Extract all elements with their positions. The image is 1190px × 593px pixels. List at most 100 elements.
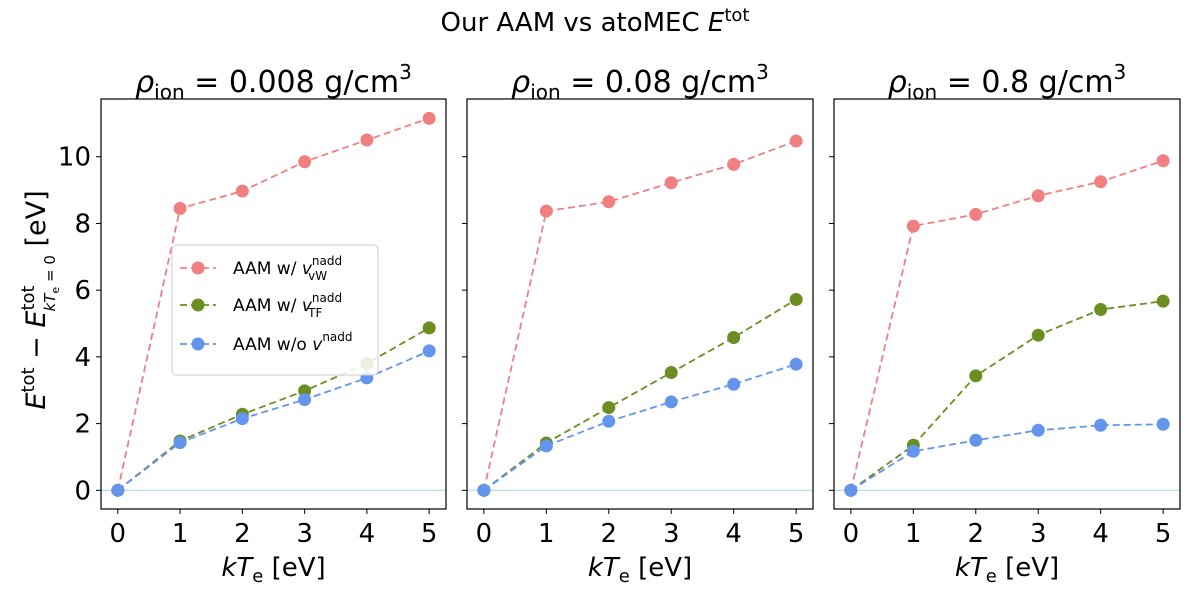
y-tick-label: 8 bbox=[74, 209, 91, 239]
panel-title: ρion = 0.8 g/cm3 bbox=[888, 60, 1127, 104]
series-line-vW bbox=[850, 159, 1164, 491]
legend-marker bbox=[191, 261, 205, 275]
y-tick-label: 6 bbox=[74, 276, 91, 306]
x-tick-label: 1 bbox=[172, 519, 189, 549]
data-point-none bbox=[789, 357, 803, 371]
data-point-vW bbox=[360, 133, 374, 147]
axes-frame bbox=[833, 98, 1181, 510]
data-point-vW bbox=[539, 204, 553, 218]
x-axis-label: kTe [eV] bbox=[221, 553, 325, 587]
data-point-TF bbox=[789, 292, 803, 306]
y-tick-label: 2 bbox=[74, 410, 91, 440]
x-tick-label: 0 bbox=[843, 519, 860, 549]
series-line-vW bbox=[483, 140, 797, 491]
x-tick-label: 5 bbox=[421, 519, 438, 549]
data-point-none bbox=[1031, 423, 1045, 437]
legend-marker bbox=[191, 298, 205, 312]
legend-entry-none: AAM w/o vnadd bbox=[180, 330, 353, 355]
panel-title: ρion = 0.08 g/cm3 bbox=[511, 60, 769, 104]
x-tick-label: 4 bbox=[359, 519, 376, 549]
series-line-TF bbox=[117, 327, 430, 492]
legend-label: AAM w/ vnadd vW bbox=[233, 254, 342, 283]
data-point-none bbox=[727, 377, 741, 391]
data-point-vW bbox=[727, 157, 741, 171]
data-point-none bbox=[539, 439, 553, 453]
x-tick-label: 0 bbox=[110, 519, 127, 549]
x-tick-label: 3 bbox=[296, 519, 313, 549]
x-tick-label: 5 bbox=[788, 519, 805, 549]
panel-rho-0.08: ρion = 0.08 g/cm3 kTe [eV] 0 1 2 3 4 5 bbox=[462, 60, 814, 587]
figure-title: Our AAM vs atoMEC Etot bbox=[441, 5, 750, 38]
x-tick-label: 1 bbox=[905, 519, 922, 549]
y-axis-label: Etot − Etot kTe = 0 [eV] bbox=[18, 190, 62, 409]
data-point-vW bbox=[664, 176, 678, 190]
series-line-none bbox=[483, 363, 797, 492]
data-point-vW bbox=[1156, 154, 1170, 168]
legend-entry-tf: AAM w/ vnadd TF bbox=[180, 291, 342, 320]
data-point-none bbox=[844, 483, 858, 497]
data-point-none bbox=[235, 412, 249, 426]
x-tick-label: 2 bbox=[600, 519, 617, 549]
data-point-TF bbox=[1156, 294, 1170, 308]
x-tick-label: 1 bbox=[538, 519, 555, 549]
y-tick-label: 10 bbox=[58, 143, 91, 173]
series-line-none bbox=[850, 423, 1164, 492]
data-point-vW bbox=[969, 207, 983, 221]
data-point-TF bbox=[969, 369, 983, 383]
data-point-vW bbox=[298, 155, 312, 169]
data-point-none bbox=[111, 483, 125, 497]
legend-frame bbox=[171, 244, 379, 376]
data-point-none bbox=[906, 444, 920, 458]
plot-area bbox=[834, 99, 1180, 509]
data-point-vW bbox=[602, 195, 616, 209]
data-point-TF bbox=[602, 401, 616, 415]
y-tick-label: 0 bbox=[74, 476, 91, 506]
data-point-TF bbox=[727, 331, 741, 345]
x-tick-label: 0 bbox=[476, 519, 493, 549]
data-point-vW bbox=[422, 111, 436, 125]
x-tick-label: 4 bbox=[1092, 519, 1109, 549]
data-point-TF bbox=[1031, 328, 1045, 342]
series-line-TF bbox=[850, 300, 1164, 492]
data-point-none bbox=[1094, 418, 1108, 432]
data-point-vW bbox=[789, 134, 803, 148]
x-tick-label: 2 bbox=[234, 519, 251, 549]
data-point-vW bbox=[173, 201, 187, 215]
data-point-none bbox=[298, 393, 312, 407]
x-tick-label: 3 bbox=[663, 519, 680, 549]
legend-label: AAM w/ vnadd TF bbox=[233, 291, 342, 320]
x-tick-label: 3 bbox=[1030, 519, 1047, 549]
data-point-TF bbox=[664, 366, 678, 380]
data-point-TF bbox=[422, 321, 436, 335]
panel-title: ρion = 0.008 g/cm3 bbox=[135, 60, 412, 104]
legend-entry-vw: AAM w/ vnadd vW bbox=[180, 254, 342, 283]
x-tick-label: 2 bbox=[967, 519, 984, 549]
y-tick-label: 4 bbox=[74, 343, 91, 373]
x-tick-label: 4 bbox=[725, 519, 742, 549]
panel-rho-0.8: ρion = 0.8 g/cm3 kTe [eV] 0 1 2 3 4 5 bbox=[829, 60, 1181, 587]
plot-area bbox=[467, 99, 813, 509]
data-point-vW bbox=[906, 219, 920, 233]
data-point-none bbox=[477, 483, 491, 497]
data-point-vW bbox=[1031, 189, 1045, 203]
data-point-none bbox=[664, 395, 678, 409]
data-point-none bbox=[1156, 417, 1170, 431]
axes-frame bbox=[100, 98, 447, 510]
data-point-TF bbox=[1094, 303, 1108, 317]
legend-marker bbox=[191, 337, 205, 351]
data-point-vW bbox=[1094, 175, 1108, 189]
legend: AAM w/ vnadd vW AAM w/ vnadd TF AAM w/o vn… bbox=[171, 244, 379, 376]
data-point-none bbox=[602, 414, 616, 428]
series-line-vW bbox=[116, 117, 430, 491]
data-point-vW bbox=[235, 184, 249, 198]
x-tick-label: 5 bbox=[1155, 519, 1172, 549]
data-point-none bbox=[173, 436, 187, 450]
legend-label: AAM w/o vnadd bbox=[233, 330, 353, 355]
data-point-none bbox=[969, 433, 983, 447]
x-axis-label: kTe [eV] bbox=[588, 553, 692, 587]
x-axis-label: kTe [eV] bbox=[955, 553, 1059, 587]
data-point-none bbox=[422, 344, 436, 358]
axes-frame bbox=[466, 98, 814, 510]
panel-rho-0.008: ρion = 0.008 g/cm3 kTe [eV] 0 1 2 3 4 5 0 2 4 6 8 1… bbox=[58, 60, 447, 587]
